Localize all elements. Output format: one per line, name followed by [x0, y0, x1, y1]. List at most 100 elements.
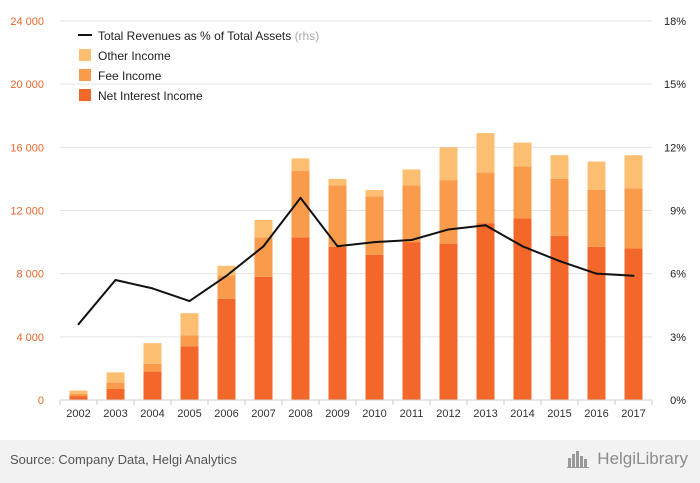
- x-tick-label: 2004: [140, 408, 164, 420]
- right-axis: 0% 3% 6% 9% 12% 15% 18%: [664, 16, 686, 407]
- bar-fee-income: [402, 185, 421, 243]
- bar-fee-income: [328, 185, 347, 247]
- bar-fee-income: [439, 180, 458, 244]
- bar-fee-income: [291, 171, 310, 238]
- left-axis: 0 4 000 8 000 12 000 16 000 20 000 24 000: [10, 16, 44, 407]
- bar-other-income: [587, 161, 606, 190]
- bar-other-income: [143, 343, 162, 364]
- bar-fee-income: [254, 237, 273, 277]
- bar-net-interest-income: [624, 248, 643, 400]
- brand-logo: HelgiLibrary: [567, 449, 688, 469]
- x-tick-label: 2017: [621, 408, 645, 420]
- bar-net-interest-income: [106, 388, 125, 400]
- line-point: [151, 287, 154, 290]
- brand-name: HelgiLibrary: [597, 449, 688, 468]
- x-tick-label: 2015: [547, 408, 571, 420]
- line-point: [484, 224, 487, 227]
- bar-fee-income: [180, 335, 199, 347]
- bar-net-interest-income: [550, 235, 569, 400]
- legend: Total Revenues as % of Total Assets (rhs…: [78, 29, 319, 103]
- line-point: [336, 245, 339, 248]
- bar-net-interest-income: [513, 218, 532, 400]
- x-tick-label: 2007: [251, 408, 275, 420]
- line-point: [632, 274, 635, 277]
- legend-label-fee: Fee Income: [98, 69, 162, 83]
- legend-label-other: Other Income: [98, 49, 171, 63]
- line-point: [262, 245, 265, 248]
- right-tick-label: 0%: [670, 395, 686, 407]
- right-tick-label: 3%: [670, 332, 686, 344]
- bar-other-income: [217, 265, 236, 276]
- x-tick-label: 2013: [473, 408, 497, 420]
- bar-net-interest-income: [402, 242, 421, 400]
- bar-other-income: [180, 313, 199, 336]
- line-point: [410, 238, 413, 241]
- bar-other-income: [328, 178, 347, 186]
- bar-other-income: [402, 169, 421, 186]
- legend-label-line: Total Revenues as % of Total Assets (rhs…: [98, 29, 319, 43]
- line-point: [114, 278, 117, 281]
- bar-other-income: [439, 147, 458, 181]
- line-point: [595, 272, 598, 275]
- bar-fee-income: [143, 363, 162, 372]
- bar-net-interest-income: [328, 246, 347, 400]
- x-tick-label: 2014: [510, 408, 534, 420]
- x-tick-label: 2012: [436, 408, 460, 420]
- bar-net-interest-income: [439, 243, 458, 400]
- legend-swatch-other: [79, 49, 91, 61]
- x-tick-label: 2008: [288, 408, 312, 420]
- x-tick-label: 2016: [584, 408, 608, 420]
- line-series: [77, 196, 635, 326]
- x-tick-label: 2011: [400, 408, 424, 420]
- line-point: [299, 196, 302, 199]
- line-total-revenues-pct-assets: [77, 196, 634, 325]
- line-point: [188, 300, 191, 303]
- bar-other-income: [291, 158, 310, 172]
- line-point: [447, 228, 450, 231]
- bar-fee-income: [476, 172, 495, 224]
- legend-label-net-interest: Net Interest Income: [98, 89, 203, 103]
- bar-other-income: [254, 219, 273, 238]
- x-tick-label: 2009: [325, 408, 349, 420]
- bar-net-interest-income: [254, 276, 273, 400]
- bar-other-income: [69, 390, 88, 394]
- bar-fee-income: [69, 393, 88, 397]
- bar-net-interest-income: [365, 254, 384, 400]
- bar-fee-income: [217, 275, 236, 299]
- right-tick-label: 9%: [670, 206, 686, 218]
- left-tick-label: 24 000: [10, 16, 44, 28]
- source-note: Source: Company Data, Helgi Analytics: [10, 452, 237, 467]
- bar-fee-income: [550, 178, 569, 236]
- bar-fee-income: [106, 382, 125, 389]
- city-skyline-icon: [567, 451, 590, 468]
- bar-net-interest-income: [69, 396, 88, 400]
- bar-net-interest-income: [291, 237, 310, 400]
- bar-fee-income: [624, 188, 643, 249]
- x-tick-label: 2006: [214, 408, 238, 420]
- revenues-chart: 0 4 000 8 000 12 000 16 000 20 000 24 000 0% 3%…: [10, 16, 686, 420]
- bar-net-interest-income: [587, 246, 606, 400]
- bar-other-income: [365, 189, 384, 197]
- x-tick-label: 2010: [362, 408, 386, 420]
- line-point: [77, 323, 80, 326]
- bar-fee-income: [587, 189, 606, 247]
- bar-net-interest-income: [143, 371, 162, 400]
- left-tick-label: 20 000: [10, 79, 44, 91]
- bar-other-income: [106, 372, 125, 383]
- left-tick-label: 0: [38, 395, 44, 407]
- line-point: [558, 260, 561, 263]
- right-tick-label: 15%: [664, 79, 686, 91]
- x-tick-label: 2005: [177, 408, 201, 420]
- bar-net-interest-income: [476, 223, 495, 400]
- x-axis: 2002 2003 2004 2005 2006 2007 2008 2009 2010 2011…: [59, 399, 653, 420]
- footer: Source: Company Data, Helgi Analytics He…: [0, 440, 700, 483]
- left-tick-label: 8 000: [16, 269, 44, 281]
- bar-other-income: [624, 155, 643, 189]
- bar-other-income: [476, 133, 495, 173]
- bar-net-interest-income: [180, 346, 199, 400]
- x-tick-label: 2003: [103, 408, 127, 420]
- bar-net-interest-income: [217, 298, 236, 400]
- line-point: [521, 245, 524, 248]
- left-tick-label: 12 000: [10, 206, 44, 218]
- right-tick-label: 6%: [670, 269, 686, 281]
